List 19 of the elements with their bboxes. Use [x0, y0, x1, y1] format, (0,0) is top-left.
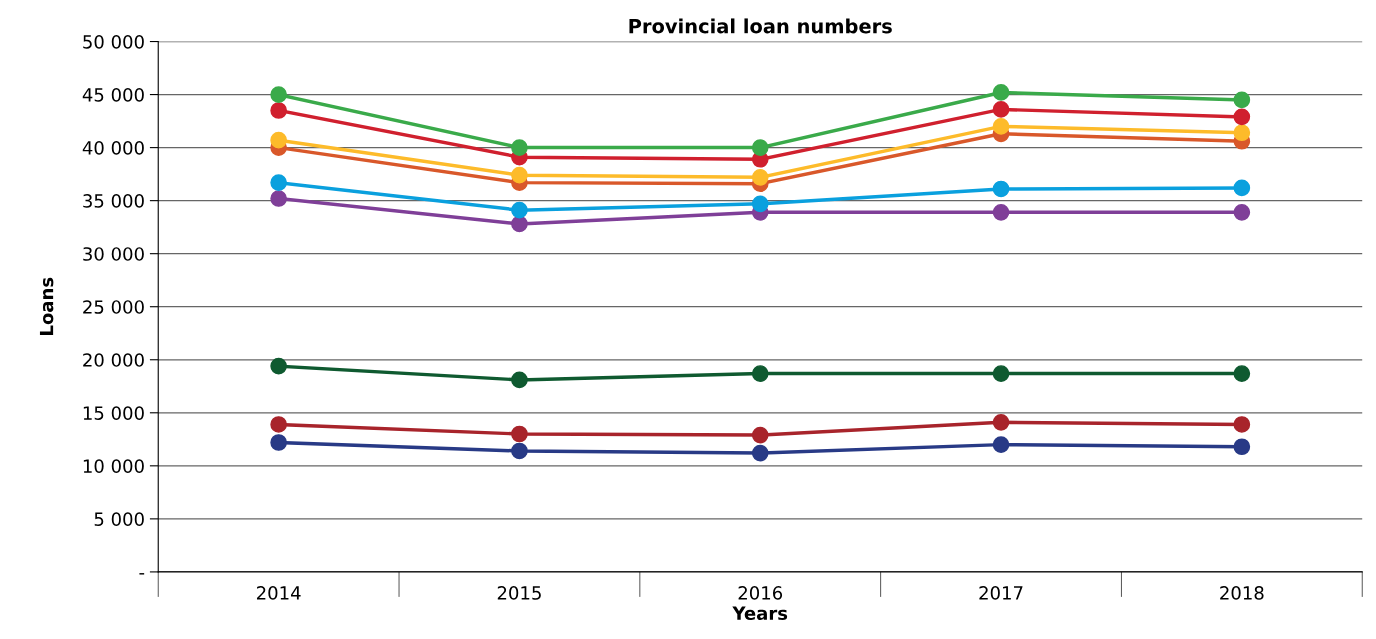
- y-tick-label: 30 000: [83, 247, 144, 261]
- x-tick-label: 2017: [979, 586, 1023, 600]
- x-tick-label: 2016: [738, 586, 783, 600]
- y-tick-label: 15 000: [83, 406, 144, 420]
- x-axis-title: Years: [732, 606, 788, 621]
- x-tick-label: 2015: [497, 586, 541, 600]
- y-tick-label: -: [139, 573, 145, 575]
- y-tick-label: 25 000: [83, 300, 144, 314]
- chart-title: Provincial loan numbers: [629, 18, 892, 34]
- y-axis-title: Loans: [39, 277, 54, 335]
- y-tick-label: 45 000: [82, 88, 144, 102]
- y-tick-label: 20 000: [83, 353, 144, 367]
- y-tick-label: 40 000: [82, 141, 144, 155]
- x-tick-label: 2018: [1220, 586, 1264, 600]
- y-tick-label: 5 000: [94, 512, 144, 526]
- y-tick-label: 35 000: [83, 194, 144, 208]
- x-tick-label: 2014: [256, 586, 301, 600]
- y-tick-label: 10 000: [83, 459, 144, 473]
- y-tick-label: 50 000: [83, 34, 144, 49]
